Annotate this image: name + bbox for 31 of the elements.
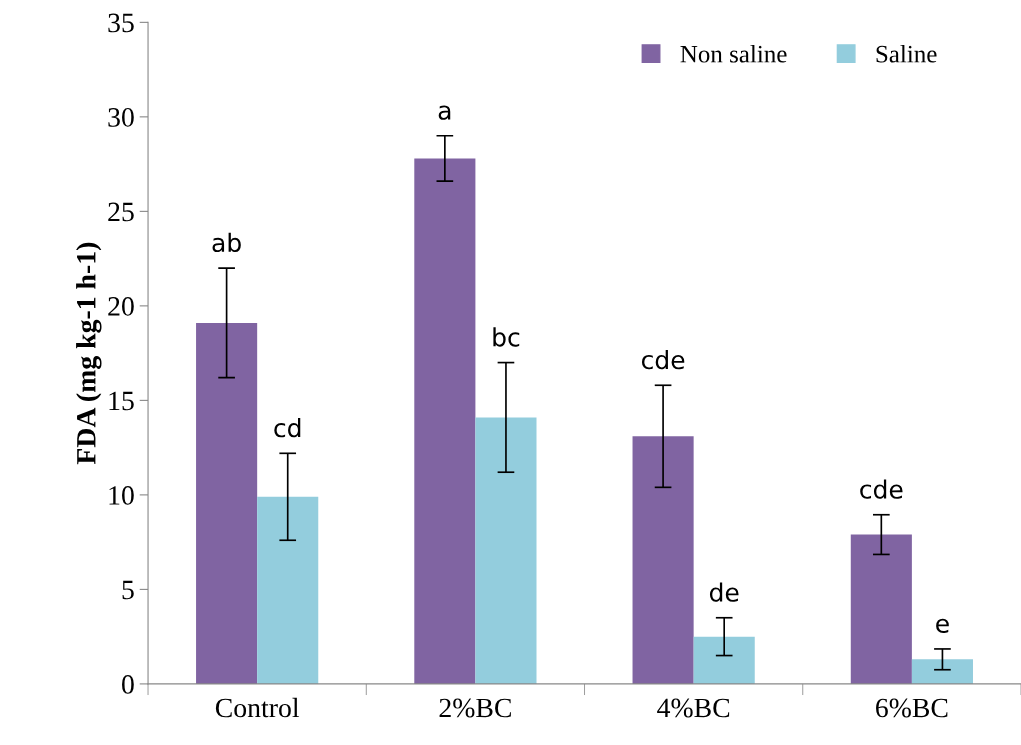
y-tick-label: 15 [109,391,134,411]
y-tick-label: 30 [108,108,134,127]
bar [257,496,319,684]
x-tick-label: 2%BC [439,698,511,718]
legend-label: Saline [876,45,937,63]
data-label: ab [212,232,241,253]
data-label: cde [860,479,903,499]
bar [632,436,694,684]
y-axis-title: FDA (mg kg-1 h-1) [76,242,102,465]
data-label: e [936,618,949,633]
bar [475,417,537,684]
bar [196,322,258,684]
data-label: a [438,105,451,120]
y-tick-label: 20 [108,297,134,316]
y-tick-label: 0 [122,675,134,694]
data-label: bc [493,327,520,347]
data-label: de [709,582,739,602]
bar [693,636,755,684]
y-tick-label: 25 [108,202,134,222]
bar [911,659,973,684]
bar [414,158,476,684]
y-tick-label: 10 [109,486,134,505]
x-tick-label: 6%BC [876,698,948,718]
data-label: cde [641,349,685,370]
x-tick-label: 4%BC [657,698,730,718]
data-label: cd [274,418,301,438]
y-tick-label: 5 [122,580,134,600]
bar [850,534,912,684]
y-tick-label: 35 [108,13,134,33]
legend-label: Non saline [680,45,787,63]
x-tick-label: Control [215,697,300,718]
